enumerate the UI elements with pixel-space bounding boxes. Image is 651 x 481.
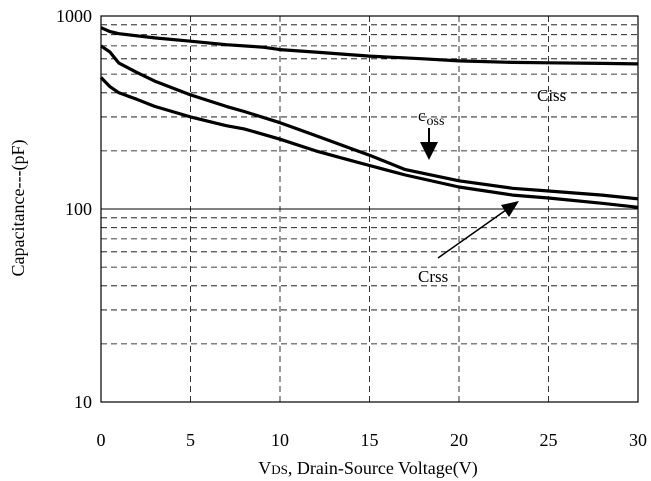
annotation-coss-sub: oss bbox=[427, 114, 445, 129]
grid bbox=[101, 16, 638, 402]
y-tick-label-0: 10 bbox=[74, 392, 92, 412]
x-tick-label-4: 20 bbox=[450, 430, 468, 450]
series-layer bbox=[99, 26, 639, 209]
x-tick-label-0: 0 bbox=[97, 430, 106, 450]
annotation-ciss: Ciss bbox=[537, 86, 566, 105]
x-tick-label-1: 5 bbox=[186, 430, 195, 450]
x-tick-label-3: 15 bbox=[361, 430, 379, 450]
annotation-coss: coss bbox=[418, 106, 444, 129]
plot-frame bbox=[100, 15, 639, 403]
series-line-ciss bbox=[100, 26, 639, 66]
tick-labels: 0 5 10 15 20 25 30 10 100 1000 bbox=[56, 6, 647, 450]
y-tick-label-2: 1000 bbox=[56, 6, 92, 26]
crss-arrow-head bbox=[501, 201, 519, 217]
x-tick-label-2: 10 bbox=[271, 430, 289, 450]
crss-arrow-line bbox=[437, 209, 507, 259]
x-axis-label-rest: , Drain-Source Voltage(V) bbox=[288, 458, 478, 479]
y-tick-label-1: 100 bbox=[65, 199, 92, 219]
series-line-crss bbox=[99, 76, 639, 209]
x-axis-label-main: V bbox=[258, 458, 271, 478]
coss-arrow-head bbox=[420, 142, 438, 160]
x-tick-label-5: 25 bbox=[540, 430, 558, 450]
x-axis-label-sub: DS bbox=[271, 462, 288, 477]
series-line-coss bbox=[100, 44, 639, 201]
annotation-crss: Crss bbox=[418, 267, 448, 286]
annotation-coss-main: c bbox=[418, 106, 426, 125]
x-axis-label: VDS, Drain-Source Voltage(V) bbox=[258, 458, 477, 479]
x-tick-label-6: 30 bbox=[629, 430, 647, 450]
y-axis-label: Capacitance---(pF) bbox=[8, 140, 29, 277]
